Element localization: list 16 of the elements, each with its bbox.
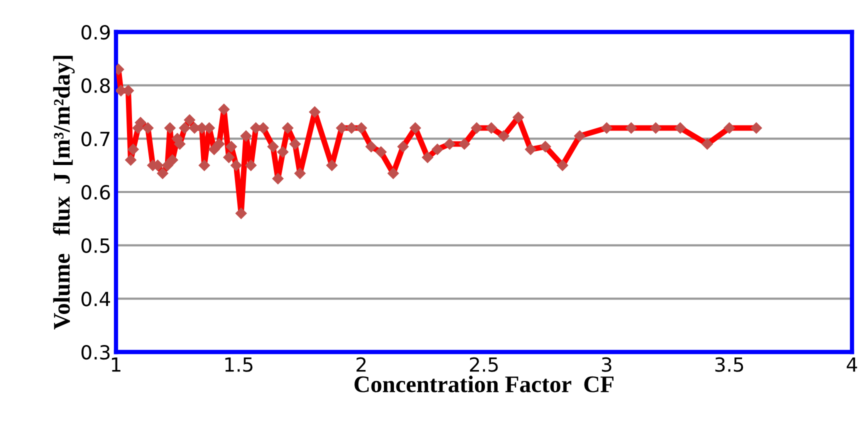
x-tick-label: 3 bbox=[602, 357, 612, 372]
y-tick-label: 0.7 bbox=[82, 132, 110, 146]
y-tick-label: 0.5 bbox=[82, 238, 110, 253]
x-tick-label: 2 bbox=[356, 357, 366, 372]
x-tick-label: 4 bbox=[846, 357, 858, 372]
x-tick-label: 3.5 bbox=[715, 357, 744, 372]
x-tick-label: 1 bbox=[112, 357, 120, 372]
y-tick-label: 0.6 bbox=[82, 184, 110, 200]
y-tick-label: 0.4 bbox=[82, 292, 110, 306]
x-axis-title: Concentration Factor CF bbox=[354, 376, 614, 392]
x-tick-label: 1.5 bbox=[225, 357, 252, 372]
y-tick-label: 0.9 bbox=[82, 24, 110, 40]
y-axis-title: Volume flux J [m³/m²day] bbox=[52, 56, 75, 330]
x-tick-label: 2.5 bbox=[470, 357, 498, 372]
y-tick-label: 0.3 bbox=[82, 344, 110, 360]
y-tick-label: 0.8 bbox=[82, 78, 110, 93]
